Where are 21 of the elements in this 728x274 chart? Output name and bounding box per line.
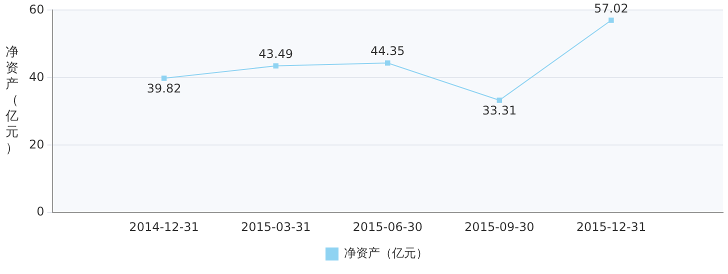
x-tick-label: 2014-12-31 <box>129 220 199 234</box>
y-tick-label: 0 <box>36 204 44 219</box>
data-label: 39.82 <box>146 81 182 96</box>
point <box>161 76 167 81</box>
point <box>273 63 278 69</box>
x-tick-label: 2015-06-30 <box>352 220 423 234</box>
legend-label: 净资产（亿元） <box>344 246 428 260</box>
data-label: 44.35 <box>370 44 405 58</box>
point <box>608 18 614 23</box>
x-tick-label: 2015-12-31 <box>576 220 646 234</box>
y-tick-label: 60 <box>28 2 44 16</box>
x-tick-label: 2015-09-30 <box>464 220 534 234</box>
data-label: 57.02 <box>594 1 628 16</box>
data-label: 43.49 <box>258 47 294 62</box>
data-label: 33.31 <box>482 103 517 118</box>
y-axis-title: 净资产（亿元） <box>4 45 20 157</box>
point <box>385 60 390 66</box>
point <box>496 98 502 103</box>
y-tick-label: 20 <box>28 137 44 152</box>
y-tick-label: 40 <box>28 70 44 84</box>
x-tick-label: 2015-03-31 <box>240 220 311 234</box>
